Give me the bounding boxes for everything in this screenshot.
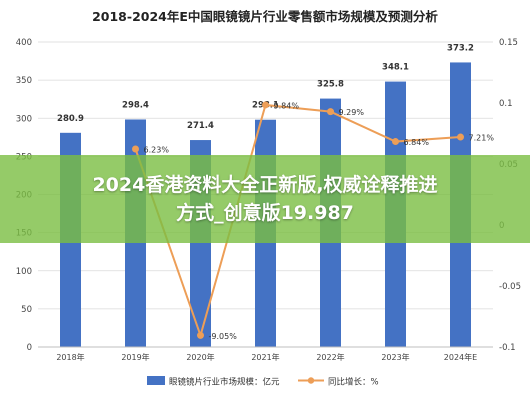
x-tick-label: 2018年 bbox=[56, 352, 84, 362]
y-left-tick-label: 300 bbox=[16, 114, 32, 124]
x-tick-label: 2022年 bbox=[316, 352, 344, 362]
growth-point bbox=[262, 101, 269, 109]
legend-line-label: 同比增长：% bbox=[328, 377, 379, 388]
legend-bar-label: 眼镜镜片行业市场规模：亿元 bbox=[169, 377, 280, 388]
legend: 眼镜镜片行业市场规模：亿元 同比增长：% bbox=[147, 376, 379, 388]
legend-bar-swatch bbox=[147, 376, 165, 385]
bar-value-label: 348.1 bbox=[382, 63, 409, 73]
overlay-text-line-1: 2024香港资料大全正新版,权威诠释推进 bbox=[92, 174, 438, 196]
y-right-tick-label: -0.1 bbox=[499, 343, 516, 353]
growth-value-label: 7.21% bbox=[469, 134, 495, 143]
growth-point bbox=[132, 145, 139, 153]
bar-value-label: 298.4 bbox=[122, 100, 149, 110]
x-tick-label: 2019年 bbox=[121, 352, 149, 362]
growth-value-label: 9.84% bbox=[274, 101, 300, 110]
x-tick-label: 2023年 bbox=[381, 352, 409, 362]
chart-title: 2018-2024年E中国眼镜镜片行业零售额市场规模及预测分析 bbox=[92, 9, 438, 24]
x-tick-label: 2021年 bbox=[251, 352, 279, 362]
growth-point bbox=[197, 331, 204, 339]
y-right-tick-label: -0.05 bbox=[499, 282, 521, 292]
growth-value-label: 6.84% bbox=[404, 138, 430, 147]
growth-value-label: -9.05% bbox=[209, 332, 238, 341]
y-right-tick-label: 0.15 bbox=[499, 38, 518, 48]
growth-line bbox=[134, 103, 461, 339]
y-left-tick-label: 50 bbox=[21, 305, 32, 315]
bar-value-label: 280.9 bbox=[57, 114, 84, 124]
legend-line-marker bbox=[307, 377, 315, 384]
line-series: 6.23% -9.05% 9.84% 9.29% 6.84% 7.21% bbox=[132, 101, 495, 341]
bar-value-label: 271.4 bbox=[187, 121, 214, 131]
growth-point bbox=[457, 133, 464, 141]
x-tick-label: 2024年E bbox=[444, 352, 477, 362]
y-left-tick-label: 400 bbox=[16, 38, 32, 48]
bar-value-label: 325.8 bbox=[317, 80, 344, 90]
y-right-tick-label: 0.1 bbox=[499, 99, 513, 109]
bar-value-label: 373.2 bbox=[447, 43, 474, 53]
growth-point bbox=[392, 138, 399, 146]
y-left-tick-label: 350 bbox=[16, 76, 32, 86]
overlay-text-line-2: 方式_创意版19.987 bbox=[176, 202, 354, 224]
growth-value-label: 6.23% bbox=[144, 145, 170, 154]
overlay-banner: 2024香港资料大全正新版,权威诠释推进 方式_创意版19.987 bbox=[0, 155, 530, 243]
growth-value-label: 9.29% bbox=[339, 108, 365, 117]
y-left-tick-label: 100 bbox=[16, 267, 32, 277]
growth-point bbox=[327, 108, 334, 116]
x-tick-label: 2020年 bbox=[186, 352, 214, 362]
y-left-tick-label: 0 bbox=[27, 343, 32, 353]
